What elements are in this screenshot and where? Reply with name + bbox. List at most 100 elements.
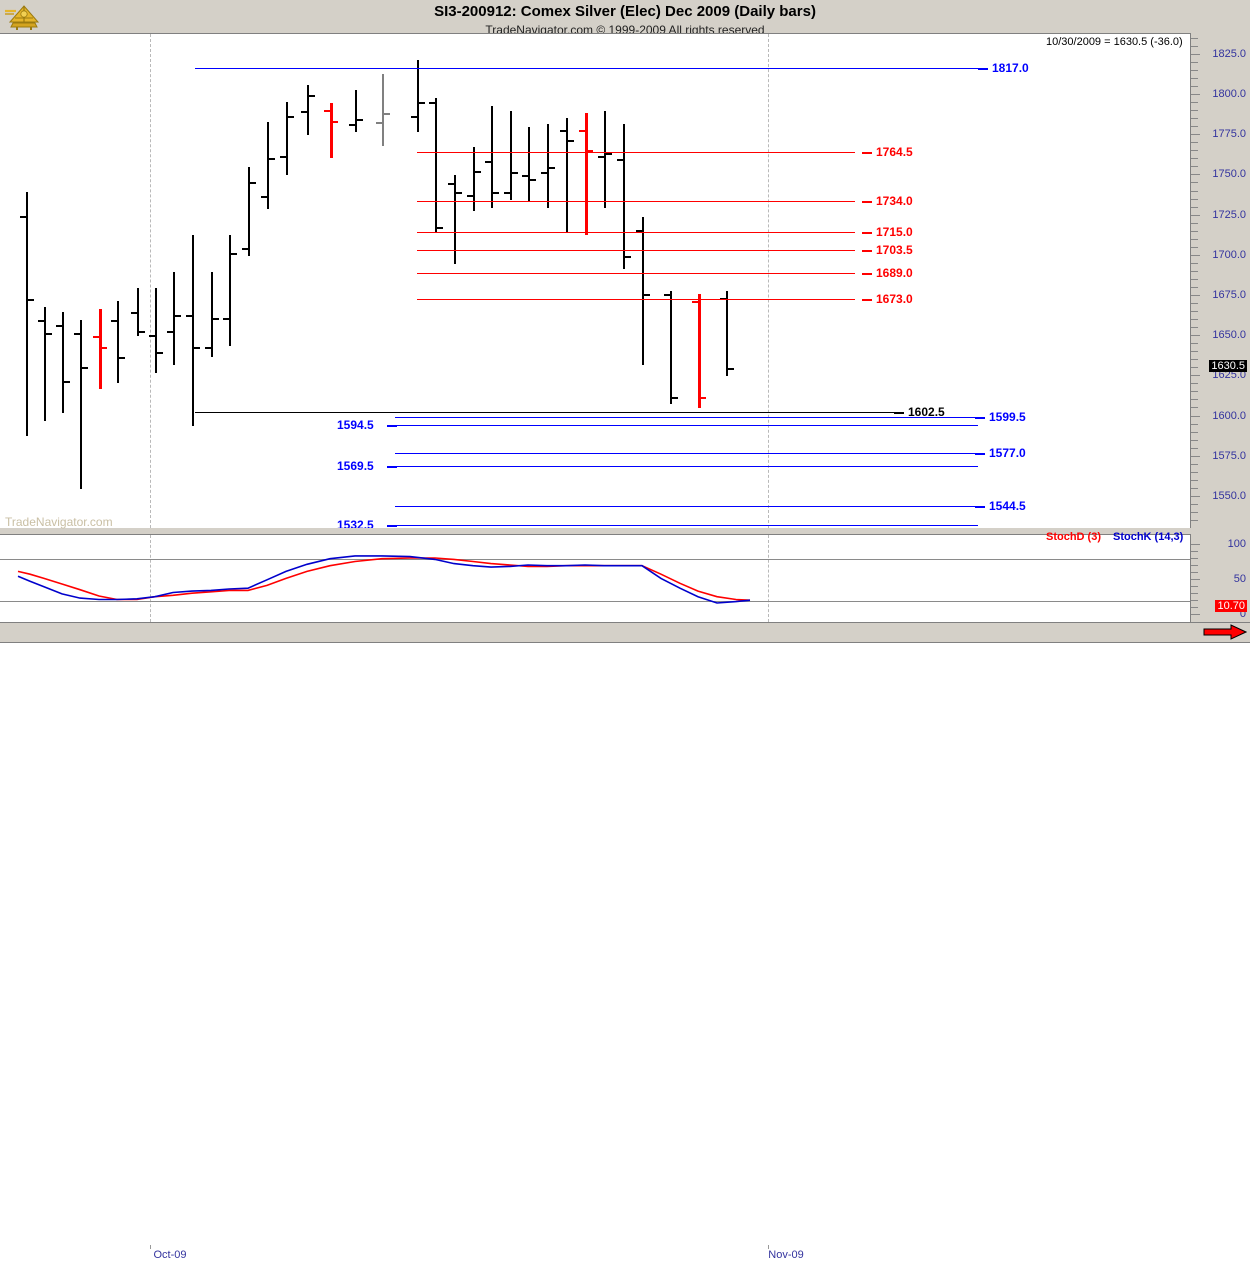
indicator-gridline xyxy=(0,558,1190,560)
price-axis-tick xyxy=(1191,335,1200,337)
ohlc-bar[interactable] xyxy=(173,271,175,366)
price-level-label[interactable]: 1715.0 xyxy=(876,224,913,239)
price-level-line[interactable] xyxy=(417,273,855,275)
price-axis-tick xyxy=(1191,214,1200,216)
price-level-label[interactable]: 1577.0 xyxy=(989,446,1026,461)
ohlc-open-tick xyxy=(560,130,566,133)
indicator-axis-minor-tick xyxy=(1191,592,1198,594)
ohlc-bar[interactable] xyxy=(248,167,250,256)
indicator-axis[interactable]: 100 50 0 10.70 xyxy=(1191,534,1250,622)
price-level-line[interactable] xyxy=(417,201,855,203)
price-level-label[interactable]: 1594.5 xyxy=(337,418,374,433)
date-axis-label: Nov-09 xyxy=(768,1249,804,1261)
price-level-line[interactable] xyxy=(395,505,978,507)
price-level-label[interactable]: 1569.5 xyxy=(337,458,374,473)
price-level-line[interactable] xyxy=(395,453,978,455)
price-axis-minor-tick xyxy=(1191,407,1198,409)
ohlc-bar[interactable] xyxy=(585,112,588,235)
price-level-line[interactable] xyxy=(417,152,855,154)
date-axis[interactable]: Oct-09 Nov-09 xyxy=(0,622,1250,1261)
price-axis-minor-tick xyxy=(1191,69,1198,71)
price-level-label[interactable]: 1532.5 xyxy=(337,517,374,528)
ohlc-bar[interactable] xyxy=(80,320,82,489)
ohlc-bar[interactable] xyxy=(604,111,606,208)
ohlc-open-tick xyxy=(261,196,267,199)
ohlc-bar[interactable] xyxy=(44,307,46,422)
ohlc-close-tick xyxy=(28,299,34,302)
price-level-line[interactable] xyxy=(417,299,855,301)
ohlc-bar[interactable] xyxy=(528,127,530,202)
price-level-label[interactable]: 1703.5 xyxy=(876,243,913,258)
price-level-label[interactable]: 1599.5 xyxy=(989,410,1026,425)
price-level-line[interactable] xyxy=(417,231,855,233)
ohlc-bar[interactable] xyxy=(566,117,568,234)
ohlc-bar[interactable] xyxy=(62,312,64,414)
price-axis[interactable]: 1825.0 1800.0 1775.0 1750.0 1725.0 1700.0 1675… xyxy=(1191,33,1250,528)
indicator-axis-tick xyxy=(1191,578,1200,580)
price-level-dash xyxy=(862,250,872,253)
price-level-label[interactable]: 1817.0 xyxy=(992,60,1029,75)
price-chart-pane[interactable]: 1817.0 1764.5 1734.0 1715.0 1703.5 1689.0 1673… xyxy=(0,33,1191,528)
price-level-label[interactable]: 1764.5 xyxy=(876,145,913,160)
scroll-forward-arrow-icon[interactable] xyxy=(1203,624,1248,645)
ohlc-bar[interactable] xyxy=(623,124,625,269)
indicator-axis-label: 100 xyxy=(1227,537,1246,550)
price-axis-label: 1675.0 xyxy=(1212,288,1246,301)
price-level-line[interactable] xyxy=(395,524,978,526)
ohlc-bar[interactable] xyxy=(99,308,102,390)
ohlc-bar[interactable] xyxy=(417,59,419,133)
ohlc-bar[interactable] xyxy=(510,111,512,200)
indicator-axis-label: 0 xyxy=(1239,608,1246,620)
ohlc-bar[interactable] xyxy=(286,101,288,176)
ohlc-bar[interactable] xyxy=(454,175,456,264)
month-separator-line xyxy=(150,34,151,528)
price-axis-minor-tick xyxy=(1191,351,1198,353)
price-axis-minor-tick xyxy=(1191,198,1198,200)
price-level-label[interactable]: 1734.0 xyxy=(876,194,913,209)
indicator-gridline xyxy=(0,600,1190,602)
ohlc-bar[interactable] xyxy=(155,287,157,374)
current-price-marker: 1630.5 xyxy=(1209,360,1247,373)
ohlc-bar[interactable] xyxy=(642,217,644,366)
ohlc-bar[interactable] xyxy=(117,300,119,383)
ohlc-bar[interactable] xyxy=(547,124,549,208)
ohlc-bar[interactable] xyxy=(473,146,475,211)
ohlc-bar[interactable] xyxy=(330,103,333,158)
ohlc-bar[interactable] xyxy=(491,106,493,208)
price-level-line[interactable] xyxy=(417,250,855,252)
price-level-label[interactable]: 1673.0 xyxy=(876,292,913,307)
price-level-line[interactable] xyxy=(395,417,978,419)
ohlc-open-tick xyxy=(598,156,604,159)
price-level-dash xyxy=(862,152,872,155)
ohlc-bar[interactable] xyxy=(670,291,672,404)
price-axis-tick xyxy=(1191,53,1200,55)
ohlc-bar[interactable] xyxy=(26,191,28,436)
ohlc-bar[interactable] xyxy=(192,234,194,427)
ohlc-bar[interactable] xyxy=(267,122,269,210)
price-level-label[interactable]: 1544.5 xyxy=(989,498,1026,513)
price-axis-minor-tick xyxy=(1191,463,1198,465)
price-level-line[interactable] xyxy=(395,465,978,467)
ohlc-bar[interactable] xyxy=(137,287,139,337)
ohlc-bar[interactable] xyxy=(211,271,213,358)
stochastic-indicator-pane[interactable] xyxy=(0,534,1191,622)
ohlc-close-tick xyxy=(332,120,338,123)
price-level-label[interactable]: 1602.5 xyxy=(908,405,945,420)
stochastic-curves xyxy=(17,555,751,604)
price-level-line[interactable] xyxy=(395,425,978,427)
price-level-line[interactable] xyxy=(195,412,900,414)
price-axis-minor-tick xyxy=(1191,303,1198,304)
ohlc-bar[interactable] xyxy=(307,85,309,136)
ohlc-bar[interactable] xyxy=(726,291,728,377)
ohlc-open-tick xyxy=(485,160,491,163)
price-level-label[interactable]: 1689.0 xyxy=(876,266,913,281)
ohlc-open-tick xyxy=(504,191,510,194)
ohlc-bar[interactable] xyxy=(355,90,357,133)
ohlc-bar[interactable] xyxy=(435,98,437,232)
indicator-axis-label: 50 xyxy=(1233,572,1246,585)
ohlc-bar[interactable] xyxy=(229,234,231,346)
price-axis-tick xyxy=(1191,254,1200,256)
price-level-line[interactable] xyxy=(195,67,985,69)
ohlc-bar[interactable] xyxy=(698,294,701,409)
ohlc-bar[interactable] xyxy=(382,74,384,147)
